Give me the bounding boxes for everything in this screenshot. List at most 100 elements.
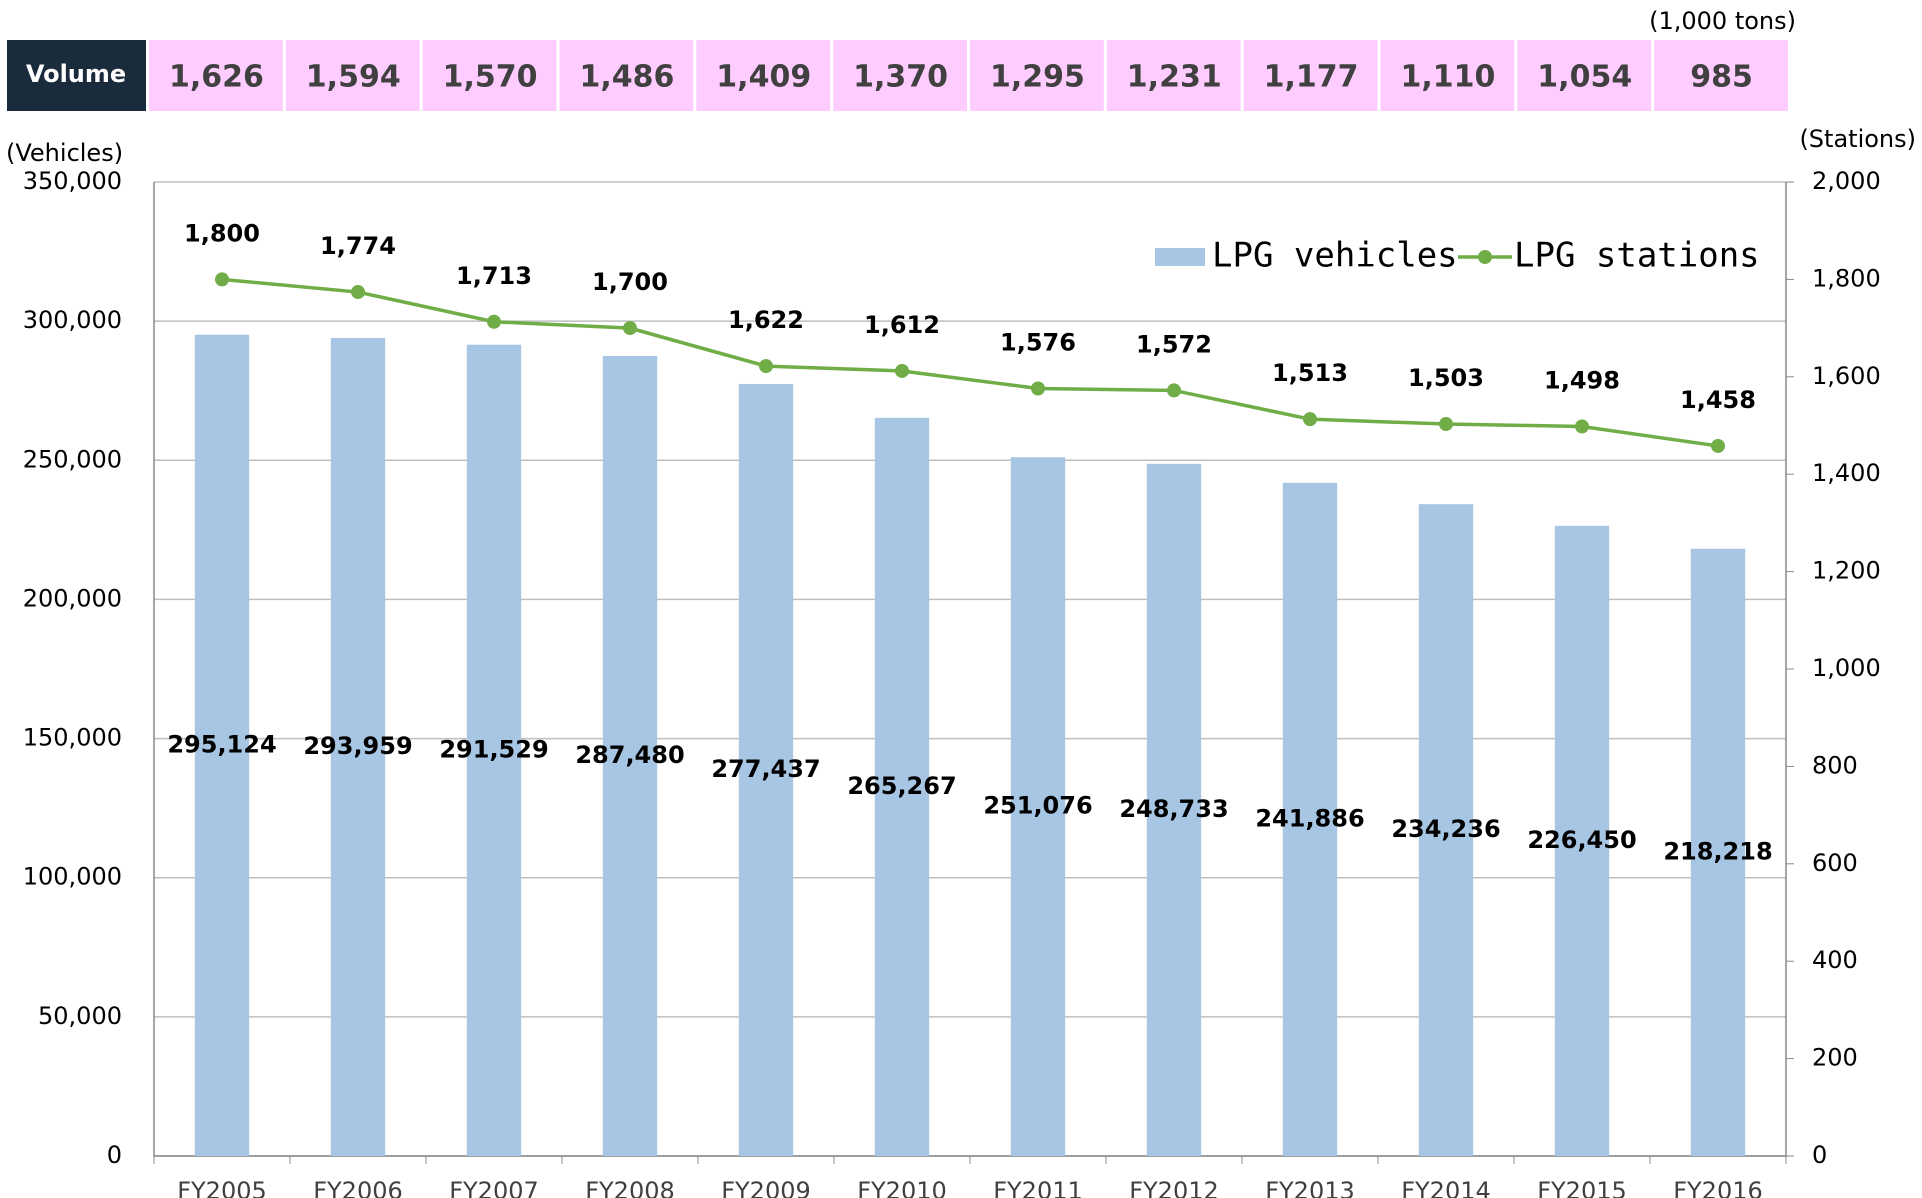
line-label: 1,800 xyxy=(184,219,260,247)
line-point xyxy=(1575,419,1589,434)
bar-label: 287,480 xyxy=(575,741,684,769)
table-header-cell xyxy=(7,40,146,111)
y-tick-label: 300,000 xyxy=(23,306,122,334)
x-tick-label: FY2014 xyxy=(1401,1177,1491,1198)
bar xyxy=(738,383,794,1156)
x-tick-label: FY2008 xyxy=(585,1177,675,1198)
table-value: 1,594 xyxy=(306,60,401,95)
line-label: 1,576 xyxy=(1000,328,1076,356)
bar-label: 226,450 xyxy=(1527,826,1636,854)
bar-label: 293,959 xyxy=(303,732,412,760)
y2-axis-label: (Stations) xyxy=(1799,125,1916,153)
bar-label: 241,886 xyxy=(1255,804,1364,832)
x-tick-label: FY2006 xyxy=(313,1177,403,1198)
y2-tick-label: 1,600 xyxy=(1812,362,1881,390)
line-point xyxy=(759,359,773,374)
bar xyxy=(874,417,930,1157)
x-tick-label: FY2016 xyxy=(1673,1177,1763,1198)
y2-tick-label: 400 xyxy=(1812,946,1858,974)
line-label: 1,622 xyxy=(728,306,804,334)
table-header: Volume xyxy=(26,60,126,88)
line-label: 1,713 xyxy=(456,262,532,290)
y2-tick-label: 1,000 xyxy=(1812,654,1881,682)
line-point xyxy=(1711,438,1725,453)
x-tick-label: FY2009 xyxy=(721,1177,811,1198)
bar xyxy=(1418,504,1474,1156)
line-point xyxy=(351,285,365,300)
line-point xyxy=(623,321,637,336)
line-point xyxy=(215,272,229,287)
bar xyxy=(1282,482,1338,1156)
legend-label: LPG vehicles xyxy=(1212,236,1458,276)
y2-tick-label: 1,400 xyxy=(1812,459,1881,487)
line-point xyxy=(487,314,501,329)
y2-tick-label: 800 xyxy=(1812,751,1858,779)
table-unit: (1,000 tons) xyxy=(1649,7,1796,35)
line-label: 1,700 xyxy=(592,268,668,296)
legend-swatch xyxy=(1478,250,1492,264)
legend-label: LPG stations xyxy=(1514,236,1760,276)
y-axis-label: (Vehicles) xyxy=(6,139,123,167)
table-value: 1,626 xyxy=(169,60,264,95)
bar xyxy=(1146,463,1202,1156)
bar xyxy=(330,337,386,1156)
table-cell xyxy=(696,40,831,111)
x-tick-label: FY2013 xyxy=(1265,1177,1355,1198)
table-value: 1,486 xyxy=(579,60,674,95)
table-cell xyxy=(970,40,1104,111)
bar xyxy=(1690,548,1746,1156)
x-tick-label: FY2010 xyxy=(857,1177,947,1198)
table-cell xyxy=(1380,40,1515,111)
table-cell xyxy=(833,40,967,111)
x-tick-label: FY2011 xyxy=(993,1177,1083,1198)
line-label: 1,498 xyxy=(1544,366,1620,394)
bar-label: 295,124 xyxy=(167,730,276,758)
y2-tick-label: 1,800 xyxy=(1812,264,1881,292)
table-value: 1,570 xyxy=(443,60,538,95)
table-value: 1,409 xyxy=(716,60,811,95)
table-cell xyxy=(422,40,557,111)
bar-label: 248,733 xyxy=(1119,795,1228,823)
bar xyxy=(1554,525,1610,1156)
table-value: 985 xyxy=(1690,60,1753,95)
line-point xyxy=(1303,412,1317,427)
table-cell xyxy=(149,40,283,111)
table-cell xyxy=(559,40,694,111)
x-tick-label: FY2015 xyxy=(1537,1177,1627,1198)
table-cell xyxy=(1654,40,1788,111)
table-value: 1,231 xyxy=(1127,60,1222,95)
bar-label: 277,437 xyxy=(711,755,820,783)
y-tick-label: 0 xyxy=(107,1141,122,1169)
legend-swatch xyxy=(1155,248,1205,266)
x-tick-label: FY2012 xyxy=(1129,1177,1219,1198)
bar-label: 218,218 xyxy=(1663,837,1772,865)
bar xyxy=(1010,457,1066,1156)
bar xyxy=(194,334,250,1157)
line xyxy=(221,277,1719,448)
table-value: 1,370 xyxy=(853,60,948,95)
bar-label: 251,076 xyxy=(983,792,1092,820)
line-label: 1,572 xyxy=(1136,330,1212,358)
y-tick-label: 250,000 xyxy=(23,445,122,473)
line-label: 1,774 xyxy=(320,232,396,260)
line-point xyxy=(895,363,909,378)
y-tick-label: 200,000 xyxy=(23,584,122,612)
x-tick-label: FY2005 xyxy=(177,1177,267,1198)
line-label: 1,612 xyxy=(864,311,940,339)
table-value: 1,295 xyxy=(990,60,1085,95)
line-label: 1,503 xyxy=(1408,364,1484,392)
bar-label: 291,529 xyxy=(439,735,548,763)
table-cell xyxy=(1243,40,1378,111)
line-point xyxy=(1439,417,1453,432)
y-tick-label: 100,000 xyxy=(23,863,122,891)
table-cell xyxy=(285,40,420,111)
y2-tick-label: 2,000 xyxy=(1812,167,1881,195)
y2-tick-label: 0 xyxy=(1812,1141,1827,1169)
table-cell xyxy=(1106,40,1241,111)
bar-label: 234,236 xyxy=(1391,815,1500,843)
y-tick-label: 350,000 xyxy=(23,167,122,195)
line-point xyxy=(1031,381,1045,396)
y-tick-label: 50,000 xyxy=(38,1002,122,1030)
